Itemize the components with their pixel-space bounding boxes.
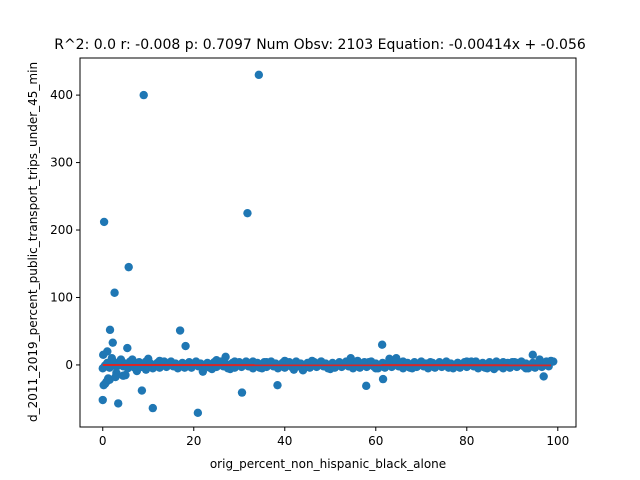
data-point <box>123 343 132 353</box>
chart-title: R^2: 0.0 r: -0.008 p: 0.7097 Num Obsv: 2… <box>54 37 586 53</box>
data-point <box>528 350 537 360</box>
data-point <box>99 217 109 227</box>
data-point <box>377 340 387 349</box>
data-point <box>110 288 119 297</box>
data-point <box>378 374 388 384</box>
y-tick-label: 300 <box>50 156 73 170</box>
data-point <box>139 90 148 100</box>
axes-frame <box>79 57 577 428</box>
data-point <box>243 208 252 218</box>
y-tick-label: 400 <box>50 88 73 102</box>
x-axis-label: orig_percent_non_hispanic_black_alone <box>210 457 446 471</box>
x-tick-label: 80 <box>459 434 474 448</box>
data-point <box>175 326 185 335</box>
data-point <box>148 403 158 413</box>
y-axis-label: d_2011_2019_percent_public_transport_tri… <box>26 62 40 422</box>
plot-area <box>98 70 558 418</box>
x-tick-label: 60 <box>368 434 383 448</box>
data-point <box>193 408 203 418</box>
y-tick-label: 100 <box>50 290 73 304</box>
x-tick-label: 0 <box>99 434 107 448</box>
data-point <box>539 372 548 381</box>
data-point <box>111 372 120 382</box>
data-point <box>181 341 190 351</box>
data-point <box>108 338 117 347</box>
data-point <box>273 380 282 390</box>
x-tick-label: 100 <box>546 434 569 448</box>
data-point <box>119 371 128 380</box>
data-point <box>254 70 264 80</box>
data-point <box>137 386 147 395</box>
x-tick-label: 40 <box>277 434 292 448</box>
y-tick-label: 0 <box>65 358 73 372</box>
data-point <box>124 262 133 272</box>
x-tick-label: 20 <box>186 434 201 448</box>
data-point <box>114 399 123 408</box>
data-point <box>99 350 108 360</box>
data-point <box>544 362 553 371</box>
data-point <box>237 388 247 397</box>
data-point <box>105 325 115 335</box>
data-point <box>98 395 107 405</box>
data-point <box>362 381 371 391</box>
y-tick-label: 200 <box>50 223 73 237</box>
